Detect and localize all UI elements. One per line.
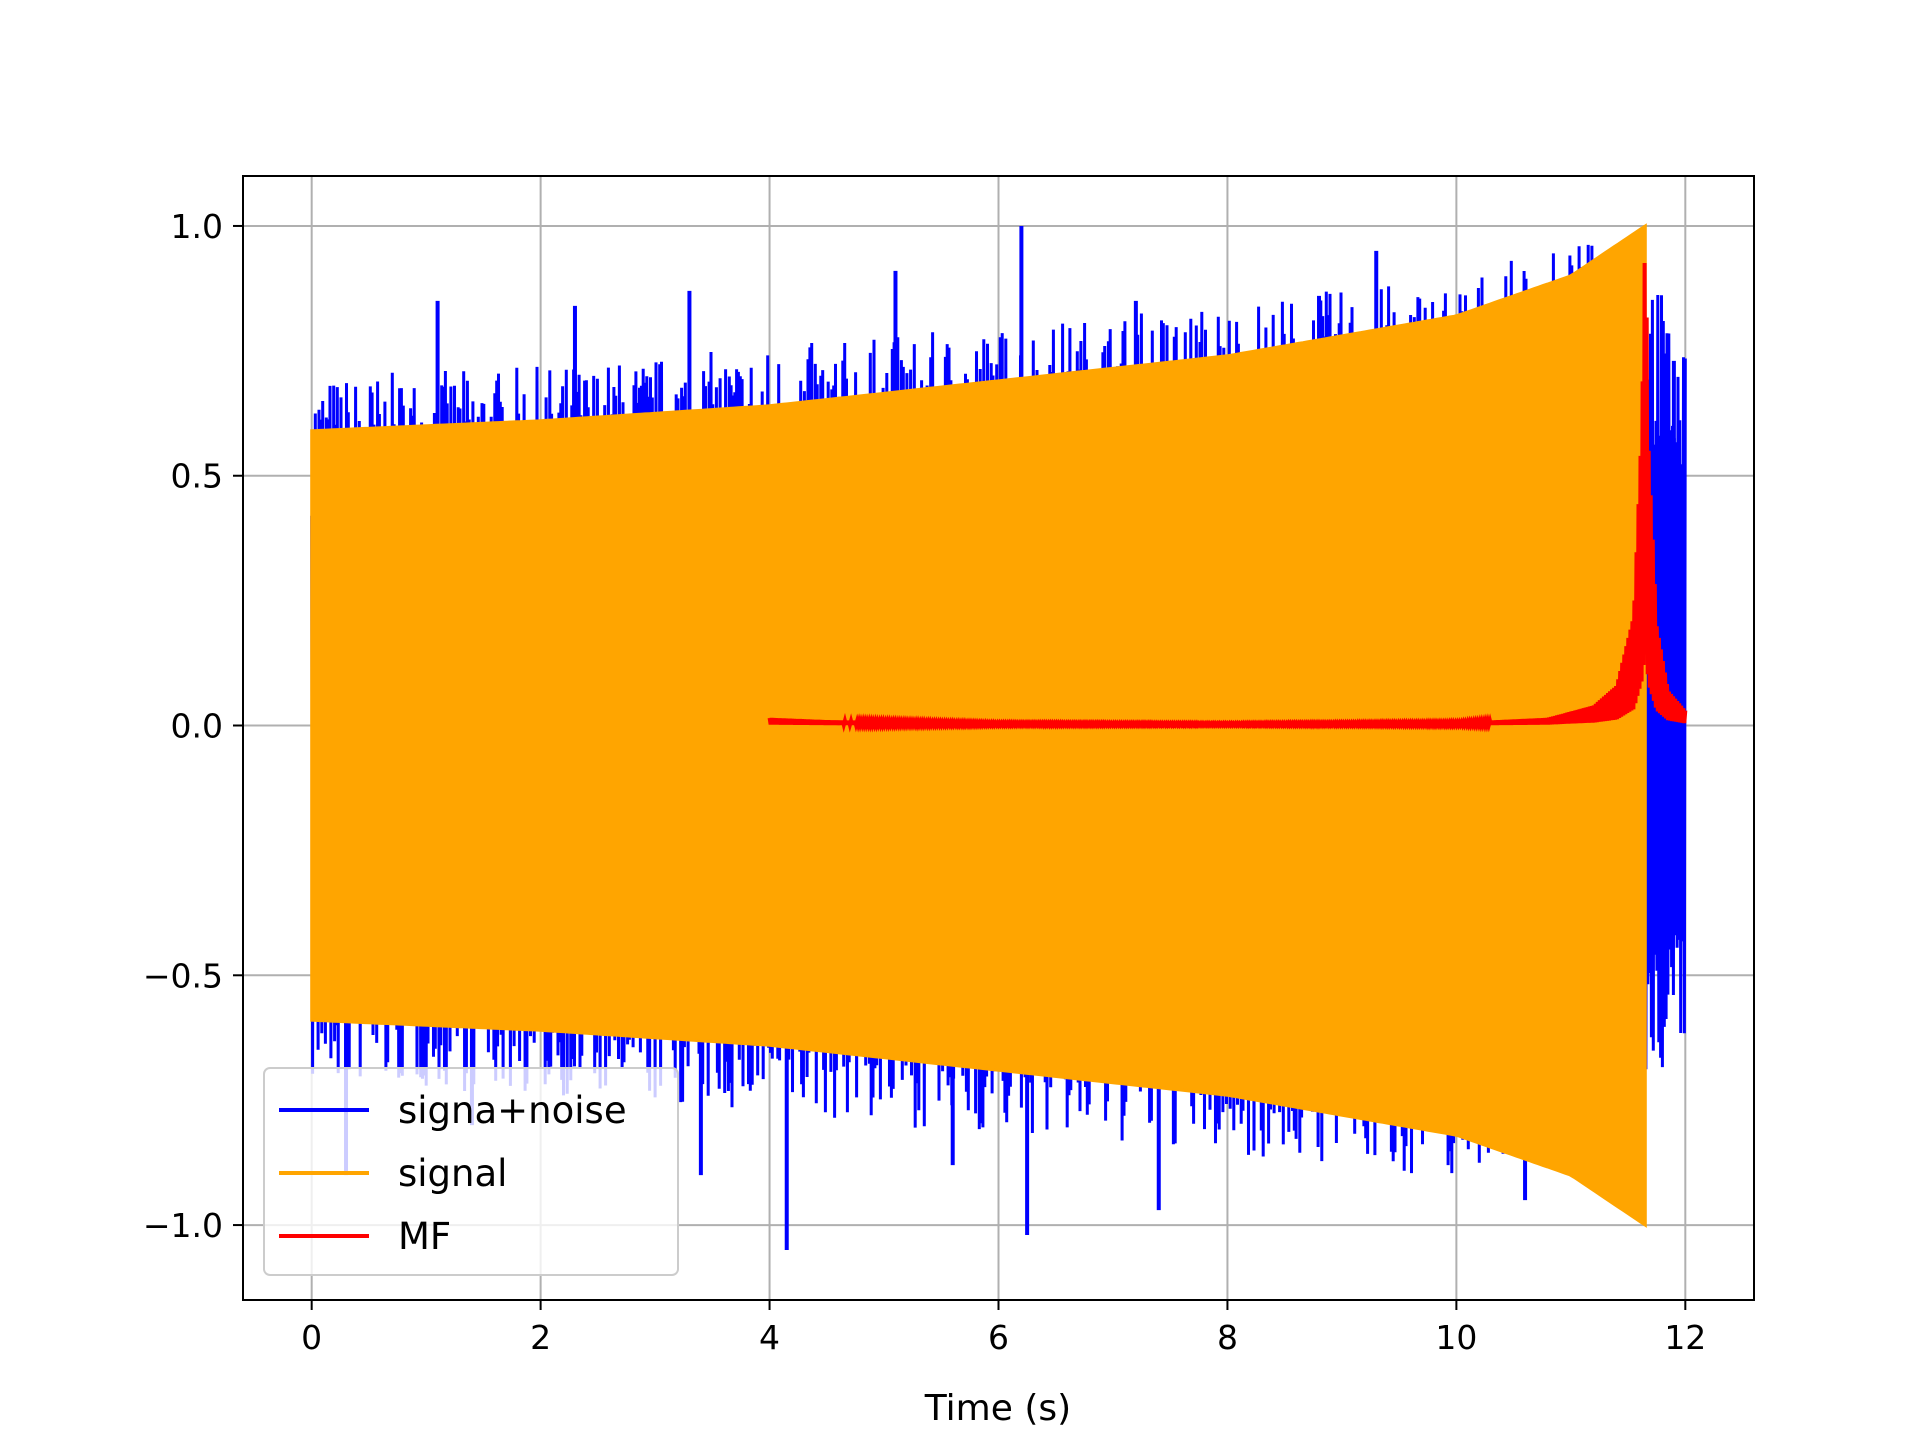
series-mf-line bbox=[767, 262, 1688, 733]
x-tick-label: 10 bbox=[1435, 1318, 1477, 1357]
legend-label-mf: MF bbox=[398, 1215, 451, 1258]
x-tick-label: 2 bbox=[530, 1318, 551, 1357]
plot-area bbox=[310, 223, 1688, 1251]
y-axis: 1.0 0.5 0.0 −0.5 −1.0 bbox=[143, 207, 243, 1245]
legend-frame bbox=[263, 1067, 679, 1276]
x-tick-label: 12 bbox=[1664, 1318, 1706, 1357]
x-tick-label: 6 bbox=[988, 1318, 1009, 1357]
legend-label-signal: signal bbox=[398, 1152, 507, 1195]
y-tick-label: 0.5 bbox=[171, 457, 223, 496]
x-axis-label: Time (s) bbox=[924, 1388, 1071, 1429]
legend: signa+noise signal MF bbox=[263, 1067, 679, 1276]
x-tick-label: 8 bbox=[1217, 1318, 1238, 1357]
y-tick-label: 0.0 bbox=[171, 707, 223, 746]
legend-label-signa-noise: signa+noise bbox=[398, 1089, 627, 1132]
x-tick-label: 4 bbox=[759, 1318, 780, 1357]
y-tick-label: 1.0 bbox=[171, 207, 223, 246]
y-tick-label: −1.0 bbox=[143, 1206, 223, 1245]
y-tick-label: −0.5 bbox=[143, 956, 223, 995]
x-axis: 0 2 4 6 8 10 12 bbox=[301, 1300, 1706, 1357]
x-tick-label: 0 bbox=[301, 1318, 322, 1357]
